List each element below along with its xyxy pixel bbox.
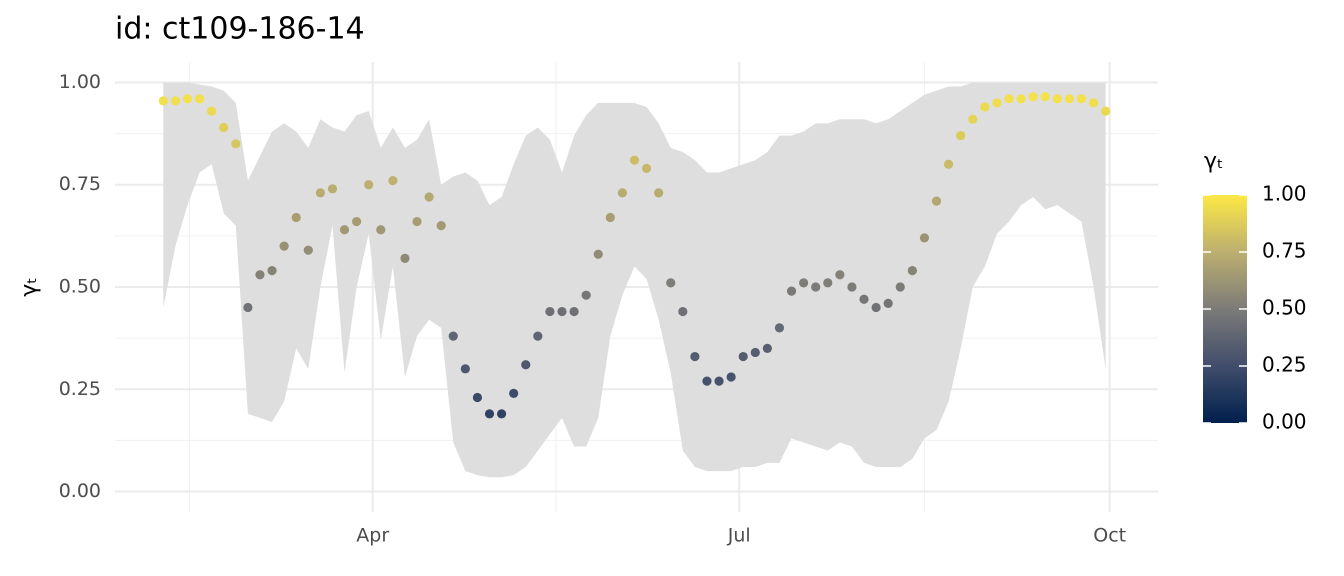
y-tick-label: 1.00	[59, 71, 101, 93]
point	[726, 372, 736, 382]
point	[388, 176, 398, 186]
point	[859, 294, 869, 304]
point	[412, 216, 422, 227]
y-tick-label: 0.00	[59, 480, 101, 502]
chart-title: id: ct109-186-14	[115, 12, 365, 47]
point	[484, 409, 495, 419]
point	[158, 96, 168, 106]
point	[472, 392, 483, 403]
point	[654, 188, 664, 198]
point	[339, 225, 350, 235]
point	[327, 184, 338, 194]
x-tick-label: Oct	[1093, 525, 1126, 547]
x-tick-label: Jul	[727, 525, 751, 547]
point	[267, 266, 277, 276]
point	[919, 233, 930, 243]
point	[569, 306, 579, 317]
point	[811, 282, 821, 292]
point	[533, 331, 543, 341]
point	[678, 306, 688, 317]
point	[182, 94, 193, 104]
point	[1088, 98, 1099, 108]
point	[895, 282, 905, 292]
point	[593, 249, 603, 259]
point	[786, 286, 797, 296]
point	[194, 94, 205, 104]
point	[352, 216, 362, 227]
point	[835, 270, 845, 280]
point	[762, 343, 772, 353]
point	[400, 253, 410, 263]
point	[1076, 94, 1087, 104]
legend-label: 0.25	[1262, 353, 1307, 377]
point	[243, 302, 253, 313]
y-tick-label: 0.50	[59, 276, 101, 298]
point	[448, 331, 458, 341]
legend-label: 0.00	[1262, 410, 1307, 434]
point	[315, 188, 325, 198]
point	[1016, 94, 1026, 104]
point	[170, 96, 181, 106]
point	[207, 106, 217, 116]
point	[666, 278, 676, 288]
legend-label: 0.75	[1262, 239, 1307, 263]
point	[1064, 94, 1075, 104]
point	[617, 188, 628, 198]
point	[883, 298, 893, 308]
point	[291, 212, 301, 223]
legend-label: 0.50	[1262, 296, 1307, 320]
point	[992, 98, 1002, 108]
point	[907, 266, 917, 276]
ribbon	[163, 82, 1106, 478]
point	[799, 278, 809, 288]
point	[255, 270, 265, 280]
point	[1028, 92, 1038, 102]
point	[460, 364, 470, 374]
point	[1040, 92, 1050, 102]
point	[956, 131, 966, 141]
point	[1004, 94, 1014, 104]
point	[605, 212, 615, 223]
point	[545, 306, 555, 317]
point	[509, 388, 519, 398]
legend-title: γₜ	[1204, 149, 1224, 174]
point	[303, 245, 313, 255]
point	[364, 180, 374, 190]
point	[968, 114, 978, 124]
point	[714, 376, 724, 386]
point	[641, 163, 652, 173]
point	[774, 323, 785, 333]
point	[279, 241, 289, 251]
x-tick-label: Apr	[356, 525, 389, 547]
point	[980, 102, 990, 112]
point	[231, 139, 241, 149]
point	[521, 360, 531, 370]
y-tick-label: 0.75	[59, 173, 101, 195]
point	[629, 155, 640, 165]
point	[1052, 94, 1062, 104]
point	[557, 306, 567, 317]
point	[496, 409, 507, 419]
point	[702, 376, 712, 386]
y-tick-label: 0.25	[59, 378, 101, 400]
point	[424, 192, 434, 202]
point	[871, 302, 881, 313]
point	[436, 221, 446, 231]
y-axis-label: γₜ	[17, 277, 42, 297]
point	[1101, 106, 1111, 116]
point	[847, 282, 857, 292]
legend-label: 1.00	[1262, 182, 1307, 206]
point	[581, 290, 591, 300]
point	[943, 159, 954, 169]
point	[219, 122, 229, 133]
point	[690, 351, 700, 362]
point	[823, 278, 833, 288]
point	[750, 347, 760, 358]
point	[738, 351, 748, 362]
point	[931, 196, 942, 206]
point	[376, 225, 386, 235]
